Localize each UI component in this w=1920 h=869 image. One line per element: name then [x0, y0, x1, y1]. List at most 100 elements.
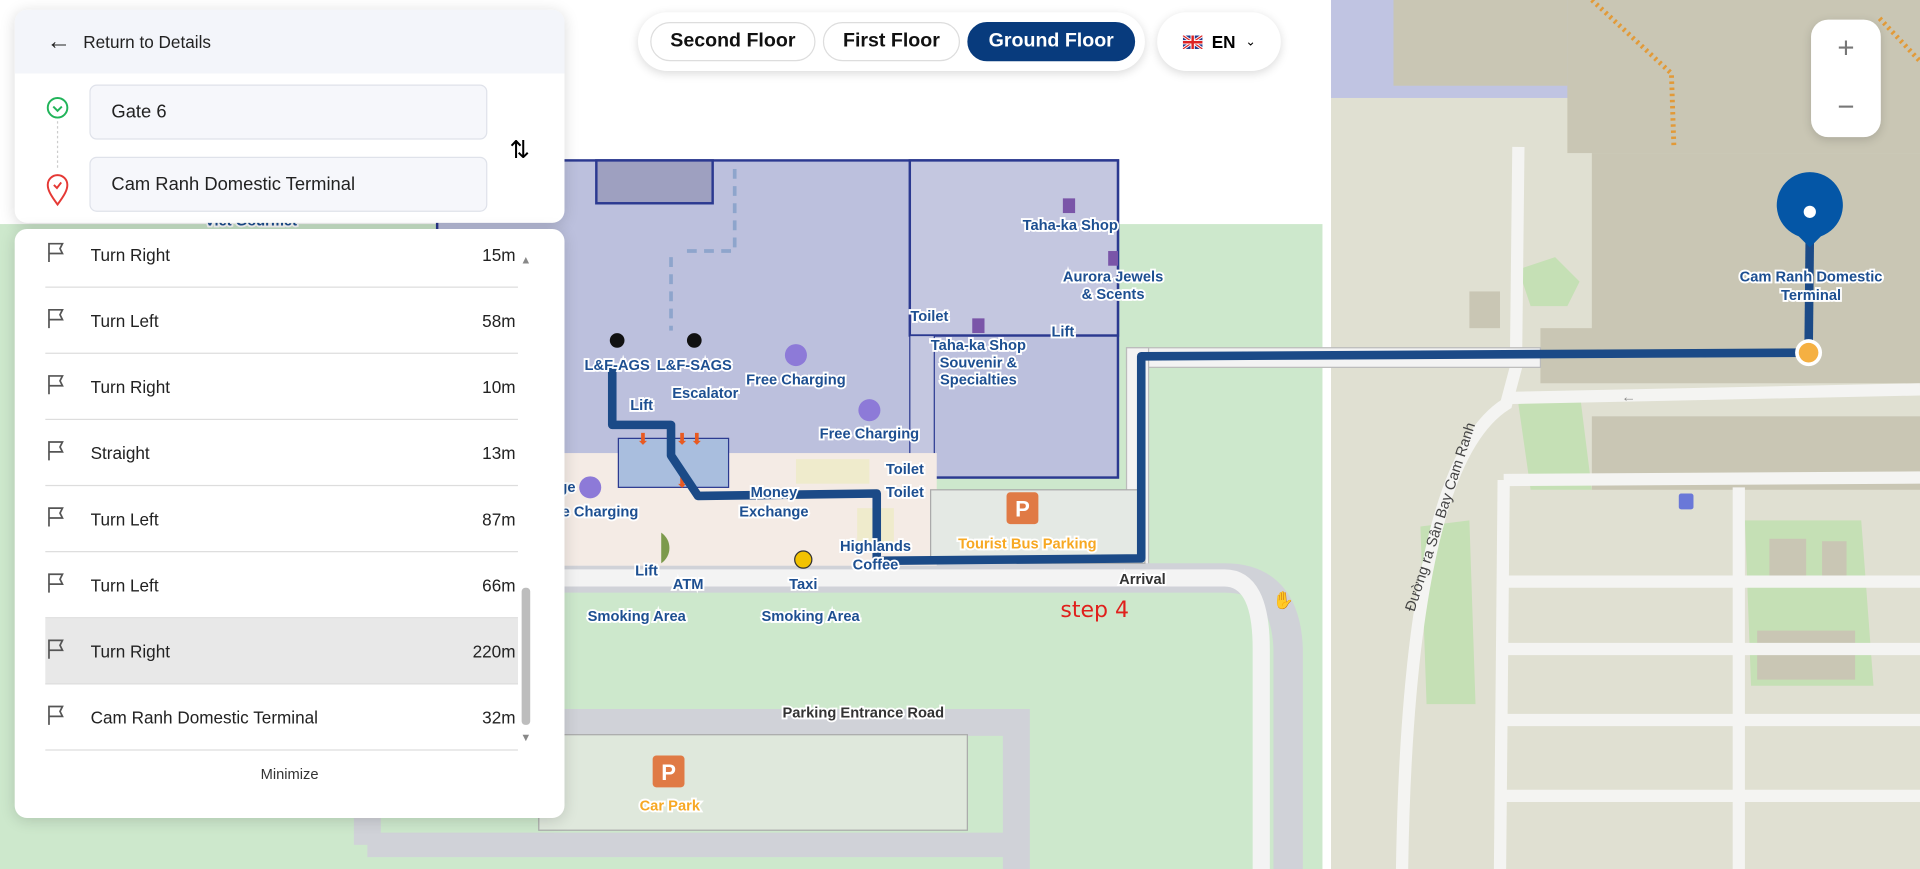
return-to-details-button[interactable]: ← Return to Details [14, 9, 565, 74]
shop-icon [1062, 198, 1076, 214]
parking-bays [538, 734, 968, 831]
swap-direction-icon[interactable]: ⇅ [509, 137, 530, 165]
map-label: Souvenir & [940, 355, 1018, 371]
zoom-out-button[interactable]: − [1837, 90, 1855, 124]
return-label: Return to Details [83, 31, 211, 52]
map-label: Cam Ranh Domestic [1740, 270, 1883, 286]
route-step-row[interactable]: Cam Ranh Domestic Terminal 32m [45, 684, 518, 751]
second-floor-button[interactable]: Second Floor [650, 22, 816, 62]
map-label: Highlands [840, 539, 911, 555]
map-label: Lift [635, 564, 658, 580]
origin-input[interactable]: Gate 6 [89, 84, 488, 140]
map-label: Aurora Jewels [1063, 270, 1163, 286]
park [1420, 520, 1476, 705]
step-distance: 220m [472, 641, 516, 661]
current-position-dot [1798, 342, 1819, 363]
park [1518, 257, 1580, 307]
step-label: Turn Right [90, 376, 171, 397]
room [595, 159, 714, 205]
route-step-row[interactable]: Turn Right 15m [45, 229, 518, 288]
chevron-down-icon: ⌄ [1245, 34, 1256, 49]
route-step-row[interactable]: Turn Left 58m [45, 288, 518, 354]
step-label: Straight [90, 442, 150, 463]
flag-icon [45, 572, 90, 598]
flag-icon [45, 307, 90, 333]
floor-selector: Second Floor First Floor Ground Floor [637, 12, 1145, 72]
corridor [909, 334, 935, 477]
map-label: Toilet [886, 462, 924, 478]
step-label: Turn Left [90, 310, 159, 331]
flag-icon [45, 440, 90, 466]
route-step-row[interactable]: Straight 13m [45, 420, 518, 487]
route-line [607, 348, 1808, 566]
streets [1395, 146, 1920, 869]
scrollbar-thumb[interactable] [521, 587, 531, 725]
map-label: Car Park [640, 799, 701, 815]
map-label: ATM [673, 577, 704, 593]
taxi-icon [794, 550, 813, 569]
step-distance: 58m [482, 310, 516, 331]
map-label: Lift [1051, 325, 1074, 341]
map-label: Arrival [1119, 572, 1166, 588]
building [1469, 291, 1501, 329]
step-distance: 32m [482, 707, 516, 727]
shop-icon [972, 318, 985, 334]
step-distance: 15m [482, 244, 516, 264]
map-label: Money [751, 485, 798, 501]
route-endpoint-icons [46, 96, 69, 207]
parking-p-icon: P [661, 760, 676, 785]
route-step-row[interactable]: Turn Right 10m [45, 354, 518, 421]
bus-parking-icon [1006, 492, 1039, 525]
map-label: Terminal [1781, 288, 1841, 304]
destination-pin-icon [46, 174, 69, 207]
charging-icon [858, 399, 881, 422]
route-steps-panel: Turn Right 15m Turn Left 58m Turn Right 10m St… [14, 228, 565, 818]
svg-text:⬇: ⬇ [690, 431, 703, 448]
shop-area [908, 159, 1120, 337]
first-floor-button[interactable]: First Floor [822, 22, 961, 62]
origin-check-icon [46, 96, 69, 119]
terminal-building [1591, 153, 1920, 331]
flag-icon [45, 638, 90, 664]
park [1518, 391, 1592, 490]
lost-found-icon [686, 333, 702, 348]
map-label: Taha-ka Shop [1023, 218, 1118, 234]
destination-input[interactable]: Cam Ranh Domestic Terminal [89, 156, 488, 212]
minimize-button[interactable]: Minimize [260, 765, 319, 783]
map-label: Free Charging [820, 426, 920, 442]
map-label: Smoking Area [588, 609, 687, 625]
map-label: L&F-AGS [585, 358, 650, 374]
language-selector[interactable]: EN ⌄ [1157, 12, 1281, 72]
flag-icon [45, 704, 90, 730]
step-distance: 13m [482, 442, 516, 463]
step-label: Turn Left [90, 574, 159, 595]
step-annotation: step 4 [1060, 598, 1129, 623]
map-label: Taha-ka Shop [931, 338, 1026, 354]
scroll-up-icon[interactable]: ▲ [520, 253, 532, 266]
lost-found-icon [609, 333, 625, 348]
map-label: Free Charging [746, 372, 846, 388]
scroll-down-icon[interactable]: ▼ [520, 731, 532, 744]
route-line-end [1804, 235, 1815, 353]
zoom-in-button[interactable]: + [1837, 31, 1855, 65]
step-label: Turn Right [90, 641, 171, 661]
map-label: L&F-SAGS [657, 358, 732, 374]
route-search-panel: ← Return to Details Gate 6 Cam Ranh Dome… [14, 9, 565, 223]
building [1393, 0, 1568, 86]
ground-floor-button[interactable]: Ground Floor [967, 22, 1136, 62]
map-label: Specialties [940, 372, 1017, 388]
charging-icon [579, 476, 602, 499]
building [1769, 538, 1807, 582]
flag-icon [45, 506, 90, 532]
language-code: EN [1211, 31, 1236, 52]
route-step-row[interactable]: Turn Left 66m [45, 552, 518, 619]
map-labels: Viet Gourmet Taha-ka Shop Aurora Jewels … [203, 211, 1884, 816]
route-step-row[interactable]: Turn Right 220m [45, 618, 518, 685]
bus-stop-icon [1678, 493, 1694, 510]
route-step-row[interactable]: Turn Left 87m [45, 486, 518, 553]
oneway-arrow-icon: ← [1621, 390, 1636, 406]
map-label: Tourist Bus Parking [958, 537, 1096, 553]
step-distance: 87m [482, 508, 516, 529]
svg-text:⬇: ⬇ [675, 431, 688, 448]
parking-p-icon: P [1015, 497, 1030, 522]
